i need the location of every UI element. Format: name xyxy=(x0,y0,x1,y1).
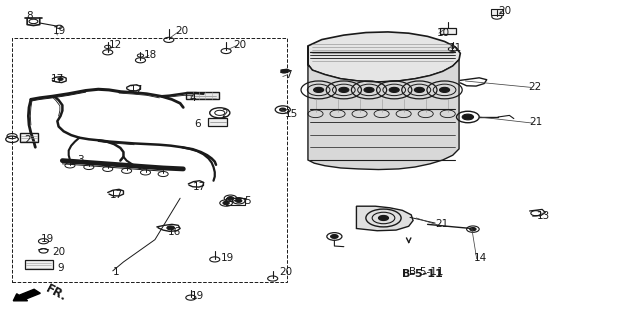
Circle shape xyxy=(167,226,174,230)
Text: B-5-11: B-5-11 xyxy=(403,269,443,279)
Circle shape xyxy=(379,215,389,220)
Circle shape xyxy=(58,78,63,80)
Circle shape xyxy=(235,199,242,202)
Circle shape xyxy=(339,87,349,92)
Text: 20: 20 xyxy=(498,6,511,16)
Text: 20: 20 xyxy=(279,267,292,277)
Circle shape xyxy=(281,70,287,73)
Text: 3: 3 xyxy=(78,155,84,165)
Bar xyxy=(440,28,456,34)
Polygon shape xyxy=(357,206,413,231)
Circle shape xyxy=(462,114,473,120)
Text: 16: 16 xyxy=(168,227,181,237)
Polygon shape xyxy=(308,46,459,170)
Text: 2: 2 xyxy=(221,109,228,119)
Text: 2: 2 xyxy=(25,135,32,145)
Text: 14: 14 xyxy=(474,253,487,263)
Text: 19: 19 xyxy=(41,234,54,244)
Text: B-5-11: B-5-11 xyxy=(409,267,443,277)
Circle shape xyxy=(389,87,399,92)
Circle shape xyxy=(331,235,338,238)
Text: 21: 21 xyxy=(529,117,543,127)
Text: 10: 10 xyxy=(437,28,449,37)
Text: FR.: FR. xyxy=(44,282,69,304)
Text: 4: 4 xyxy=(189,93,196,103)
Bar xyxy=(12,38,287,282)
Text: 19: 19 xyxy=(52,26,66,36)
Text: 20: 20 xyxy=(175,26,189,36)
Bar xyxy=(490,9,503,15)
Text: 1: 1 xyxy=(113,267,119,277)
Text: 19: 19 xyxy=(220,253,233,263)
Text: 17: 17 xyxy=(192,182,206,192)
Text: 20: 20 xyxy=(52,247,66,257)
Text: 19: 19 xyxy=(191,292,204,301)
Text: 20: 20 xyxy=(233,40,247,50)
Circle shape xyxy=(280,108,286,111)
Circle shape xyxy=(223,201,229,204)
Circle shape xyxy=(227,197,233,200)
Text: 15: 15 xyxy=(285,109,298,119)
Text: 9: 9 xyxy=(57,263,64,273)
Circle shape xyxy=(440,87,450,92)
Polygon shape xyxy=(308,32,460,82)
Text: 11: 11 xyxy=(449,43,463,53)
Text: 7: 7 xyxy=(285,70,292,80)
FancyArrow shape xyxy=(13,289,40,301)
Text: 5: 5 xyxy=(244,196,251,206)
Text: 13: 13 xyxy=(537,211,550,221)
Bar xyxy=(20,133,38,142)
Text: 17: 17 xyxy=(51,74,64,84)
Text: 21: 21 xyxy=(435,219,449,229)
Text: 17: 17 xyxy=(130,85,143,95)
Circle shape xyxy=(314,87,324,92)
Text: 17: 17 xyxy=(110,190,124,200)
Text: 12: 12 xyxy=(109,40,122,50)
Circle shape xyxy=(364,87,374,92)
Bar xyxy=(186,92,219,100)
Text: 6: 6 xyxy=(194,119,201,129)
Text: 22: 22 xyxy=(528,82,541,92)
Text: 18: 18 xyxy=(144,50,158,60)
Bar xyxy=(25,260,53,269)
Text: 8: 8 xyxy=(26,11,33,21)
Circle shape xyxy=(469,228,476,231)
Bar xyxy=(208,118,227,125)
Circle shape xyxy=(415,87,425,92)
